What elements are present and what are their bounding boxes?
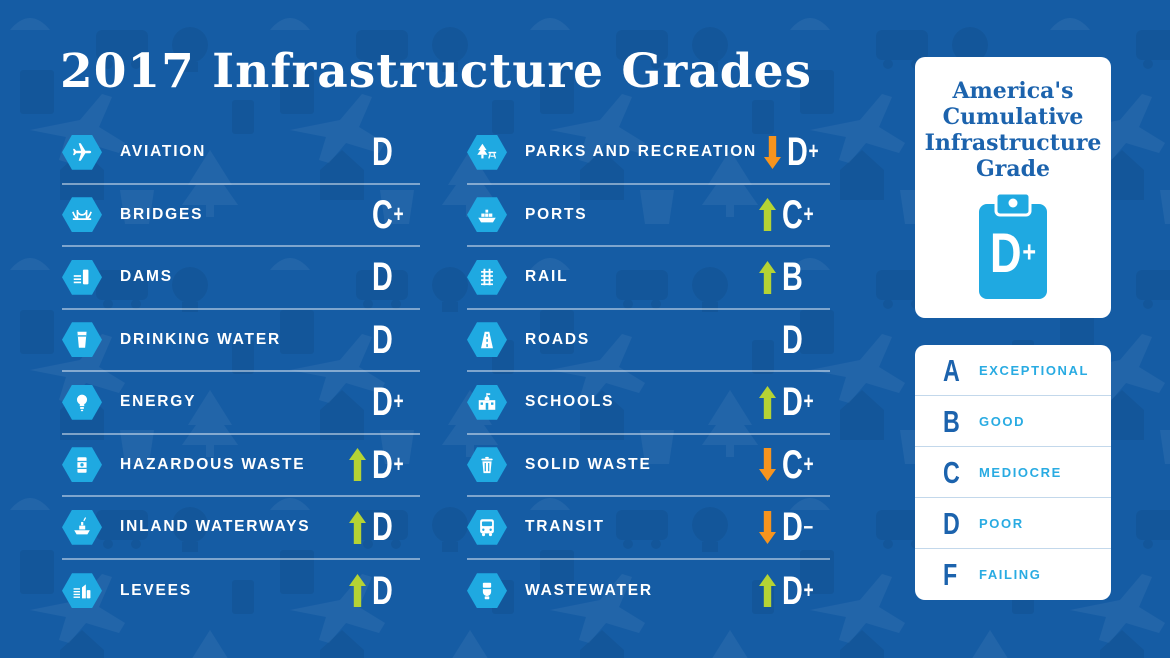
cumulative-grade-card: America's Cumulative Infrastructure Grad… bbox=[915, 57, 1111, 318]
right-rail: America's Cumulative Infrastructure Grad… bbox=[915, 57, 1111, 600]
grade-value: D bbox=[372, 255, 393, 300]
category-label: INLAND WATERWAYS bbox=[120, 518, 311, 536]
category-label: BRIDGES bbox=[120, 205, 204, 223]
legend-grade-letter: B bbox=[943, 403, 960, 439]
trend-down-arrow-icon bbox=[752, 448, 782, 482]
cumulative-card-title: America's Cumulative Infrastructure Grad… bbox=[924, 78, 1102, 182]
waste-drum-icon bbox=[62, 447, 102, 483]
clipboard-icon: D+ bbox=[965, 191, 1061, 303]
legend-row: F FAILING bbox=[915, 549, 1111, 600]
category-label: AVIATION bbox=[120, 143, 207, 161]
grade-value: D bbox=[782, 317, 803, 362]
school-building-icon bbox=[467, 384, 507, 420]
grade-value: D bbox=[372, 130, 393, 175]
grade-value: D+ bbox=[782, 380, 814, 425]
grade-row: SCHOOLS D+ bbox=[467, 372, 830, 435]
bridge-icon bbox=[62, 197, 102, 233]
trend-up-arrow-icon bbox=[752, 260, 782, 294]
grade-row: DAMS D bbox=[62, 247, 420, 310]
grade-value: D+ bbox=[372, 380, 404, 425]
grade-row: LEVEES D bbox=[62, 560, 420, 623]
grade-row: TRANSIT D– bbox=[467, 497, 830, 560]
trend-up-arrow-icon bbox=[342, 574, 372, 608]
legend-grade-letter: F bbox=[943, 557, 958, 592]
trend-up-arrow-icon bbox=[752, 574, 782, 608]
grade-value: D bbox=[372, 505, 393, 550]
grade-value: C+ bbox=[782, 442, 814, 487]
grade-row: WASTEWATER D+ bbox=[467, 560, 830, 623]
park-tree-icon bbox=[467, 134, 507, 170]
grade-row: INLAND WATERWAYS D bbox=[62, 497, 420, 560]
trend-up-arrow-icon bbox=[342, 448, 372, 482]
cargo-ship-icon bbox=[467, 197, 507, 233]
trend-up-arrow-icon bbox=[752, 198, 782, 232]
grade-row: RAIL B bbox=[467, 247, 830, 310]
grade-row: AVIATION D bbox=[62, 122, 420, 185]
legend-grade-letter: A bbox=[943, 352, 960, 388]
category-label: PORTS bbox=[525, 205, 588, 223]
category-label: PARKS AND RECREATION bbox=[525, 143, 758, 161]
cumulative-grade-value: D+ bbox=[989, 220, 1036, 284]
grade-value: B bbox=[782, 255, 803, 300]
legend-grade-label: MEDIOCRE bbox=[979, 464, 1062, 480]
category-label: ROADS bbox=[525, 330, 590, 348]
legend-grade-letter: D bbox=[943, 505, 960, 541]
grade-legend: A EXCEPTIONAL B GOOD C MEDIOCRE D POOR F FAILING bbox=[915, 345, 1111, 600]
grades-column-right: PARKS AND RECREATION D+ PORTS C+ RAIL B ROADS D… bbox=[467, 122, 830, 622]
legend-grade-label: EXCEPTIONAL bbox=[979, 362, 1090, 378]
grade-row: PARKS AND RECREATION D+ bbox=[467, 122, 830, 185]
legend-grade-label: POOR bbox=[979, 515, 1024, 531]
legend-grade-label: FAILING bbox=[979, 567, 1042, 582]
lightbulb-icon bbox=[62, 384, 102, 420]
category-label: DAMS bbox=[120, 268, 173, 286]
rail-track-icon bbox=[467, 259, 507, 295]
tugboat-icon bbox=[62, 509, 102, 545]
grade-value: D+ bbox=[787, 130, 819, 175]
grade-value: D+ bbox=[372, 442, 404, 487]
legend-row: A EXCEPTIONAL bbox=[915, 345, 1111, 396]
category-label: DRINKING WATER bbox=[120, 330, 281, 348]
category-label: ENERGY bbox=[120, 393, 197, 411]
legend-row: D POOR bbox=[915, 498, 1111, 549]
category-label: SOLID WASTE bbox=[525, 455, 652, 473]
grade-value: D+ bbox=[782, 568, 814, 613]
grade-row: SOLID WASTE C+ bbox=[467, 435, 830, 497]
category-label: WASTEWATER bbox=[525, 581, 653, 599]
category-label: RAIL bbox=[525, 268, 569, 286]
grade-row: PORTS C+ bbox=[467, 185, 830, 247]
page-title: 2017 Infrastructure Grades bbox=[60, 44, 812, 99]
category-label: LEVEES bbox=[120, 581, 192, 599]
road-icon bbox=[467, 322, 507, 358]
dam-icon bbox=[62, 259, 102, 295]
legend-grade-label: GOOD bbox=[979, 413, 1026, 429]
grade-row: BRIDGES C+ bbox=[62, 185, 420, 247]
grades-column-left: AVIATION D BRIDGES C+ DAMS D DRINKING WATER D EN… bbox=[62, 122, 420, 622]
trend-up-arrow-icon bbox=[752, 385, 782, 419]
grade-value: D bbox=[372, 317, 393, 362]
category-label: HAZARDOUS WASTE bbox=[120, 455, 306, 473]
grade-row: ROADS D bbox=[467, 310, 830, 372]
bus-icon bbox=[467, 509, 507, 545]
category-label: TRANSIT bbox=[525, 518, 605, 536]
grade-row: ENERGY D+ bbox=[62, 372, 420, 435]
trend-up-arrow-icon bbox=[342, 510, 372, 544]
grade-value: C+ bbox=[372, 192, 404, 237]
legend-row: B GOOD bbox=[915, 396, 1111, 447]
legend-grade-letter: C bbox=[943, 454, 960, 490]
category-label: SCHOOLS bbox=[525, 393, 615, 411]
levee-icon bbox=[62, 573, 102, 609]
airplane-icon bbox=[62, 134, 102, 170]
grade-value: C+ bbox=[782, 192, 814, 237]
grade-value: D– bbox=[782, 505, 814, 550]
grade-row: DRINKING WATER D bbox=[62, 310, 420, 372]
water-glass-icon bbox=[62, 322, 102, 358]
grade-value: D bbox=[372, 568, 393, 613]
trash-can-icon bbox=[467, 447, 507, 483]
grade-row: HAZARDOUS WASTE D+ bbox=[62, 435, 420, 497]
trend-down-arrow-icon bbox=[757, 135, 787, 169]
legend-row: C MEDIOCRE bbox=[915, 447, 1111, 498]
trend-down-arrow-icon bbox=[752, 510, 782, 544]
toilet-icon bbox=[467, 573, 507, 609]
